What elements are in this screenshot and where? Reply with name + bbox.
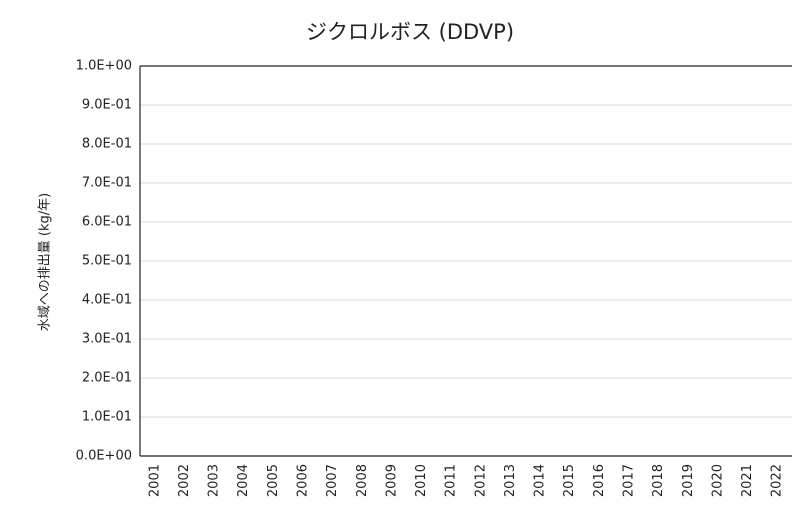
x-tick-label: 2019	[681, 464, 696, 497]
x-tick-label: 2006	[296, 464, 311, 497]
y-tick-label: 1.0E-01	[82, 410, 132, 425]
x-tick-label: 2013	[503, 464, 518, 497]
y-tick-label: 8.0E-01	[82, 137, 132, 152]
x-tick-label: 2001	[147, 464, 162, 497]
x-tick-label: 2009	[384, 464, 399, 497]
x-tick-label: 2016	[592, 464, 607, 497]
y-tick-label: 1.0E+00	[76, 59, 132, 74]
x-tick-label: 2014	[533, 464, 548, 497]
y-tick-label: 9.0E-01	[82, 98, 132, 113]
x-tick-label: 2017	[622, 464, 637, 497]
x-tick-label: 2015	[562, 464, 577, 497]
y-tick-label: 3.0E-01	[82, 332, 132, 347]
x-tick-label: 2003	[207, 464, 222, 497]
x-tick-label: 2018	[651, 464, 666, 497]
x-tick-label: 2002	[177, 464, 192, 497]
y-axis-label: 水域への排出量 (kg/年)	[38, 193, 53, 331]
chart-title: ジクロルボス (DDVP)	[306, 20, 514, 44]
y-tick-label: 2.0E-01	[82, 371, 132, 386]
x-tick-label: 2008	[355, 464, 370, 497]
x-tick-label: 2021	[740, 464, 755, 497]
x-tick-label: 2022	[770, 464, 785, 497]
y-tick-label: 7.0E-01	[82, 176, 132, 191]
x-tick-label: 2020	[710, 464, 725, 497]
y-tick-label: 5.0E-01	[82, 254, 132, 269]
y-tick-label: 4.0E-01	[82, 293, 132, 308]
x-tick-label: 2010	[414, 464, 429, 497]
x-tick-label: 2011	[444, 464, 459, 497]
x-tick-label: 2005	[266, 464, 281, 497]
x-tick-label: 2007	[325, 464, 340, 497]
y-tick-label: 6.0E-01	[82, 215, 132, 230]
x-tick-label: 2004	[236, 464, 251, 497]
y-tick-label: 0.0E+00	[76, 449, 132, 464]
x-tick-label: 2012	[473, 464, 488, 497]
